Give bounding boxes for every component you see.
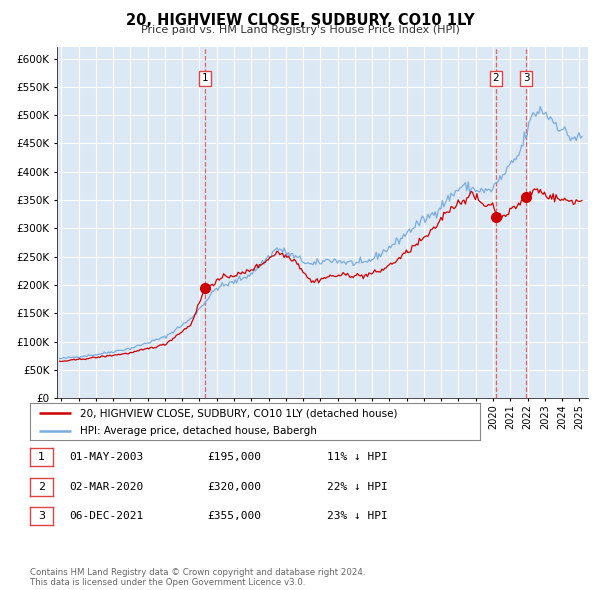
Text: 3: 3 [523,73,529,83]
Text: £195,000: £195,000 [207,453,261,462]
Text: Contains HM Land Registry data © Crown copyright and database right 2024.
This d: Contains HM Land Registry data © Crown c… [30,568,365,587]
Text: 1: 1 [38,453,45,462]
Text: 22% ↓ HPI: 22% ↓ HPI [327,482,388,491]
Text: 20, HIGHVIEW CLOSE, SUDBURY, CO10 1LY (detached house): 20, HIGHVIEW CLOSE, SUDBURY, CO10 1LY (d… [79,408,397,418]
Text: 06-DEC-2021: 06-DEC-2021 [69,512,143,521]
Text: HPI: Average price, detached house, Babergh: HPI: Average price, detached house, Babe… [79,426,316,436]
Text: 20, HIGHVIEW CLOSE, SUDBURY, CO10 1LY: 20, HIGHVIEW CLOSE, SUDBURY, CO10 1LY [125,13,475,28]
Text: Price paid vs. HM Land Registry's House Price Index (HPI): Price paid vs. HM Land Registry's House … [140,25,460,35]
Text: £320,000: £320,000 [207,482,261,491]
Text: 01-MAY-2003: 01-MAY-2003 [69,453,143,462]
Text: £355,000: £355,000 [207,512,261,521]
Text: 1: 1 [202,73,208,83]
Text: 3: 3 [38,512,45,521]
Text: 2: 2 [493,73,499,83]
Text: 11% ↓ HPI: 11% ↓ HPI [327,453,388,462]
Text: 2: 2 [38,482,45,491]
Text: 02-MAR-2020: 02-MAR-2020 [69,482,143,491]
Text: 23% ↓ HPI: 23% ↓ HPI [327,512,388,521]
